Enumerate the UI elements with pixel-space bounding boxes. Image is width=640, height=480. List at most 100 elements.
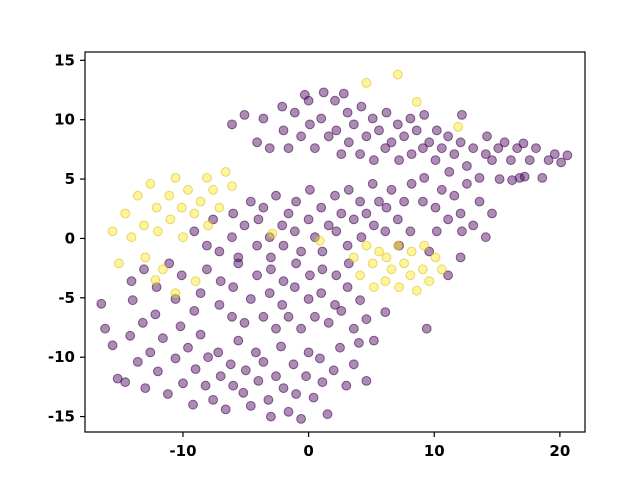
data-point-cluster-purple (335, 342, 345, 353)
data-point-cluster-purple (239, 220, 250, 231)
data-point-cluster-purple (308, 392, 319, 403)
data-point-cluster-purple (424, 137, 435, 148)
data-point-cluster-yellow (386, 264, 397, 275)
data-point-cluster-purple (342, 240, 353, 251)
data-point-cluster-purple (392, 119, 403, 130)
data-point-cluster-purple (228, 282, 239, 293)
data-point-cluster-purple (361, 131, 372, 142)
data-point-cluster-purple (361, 314, 372, 325)
data-point-cluster-purple (195, 329, 206, 340)
data-point-cluster-purple (140, 383, 151, 394)
data-point-cluster-purple (506, 155, 516, 166)
data-point-cluster-yellow (361, 78, 372, 88)
data-point-cluster-purple (289, 226, 300, 237)
data-point-cluster-purple (158, 333, 168, 344)
data-point-cluster-yellow (267, 228, 278, 239)
data-point-cluster-purple (369, 335, 379, 346)
data-point-cluster-purple (411, 125, 422, 136)
data-point-cluster-purple (305, 184, 315, 195)
data-point-cluster-purple (323, 220, 334, 231)
data-point-cluster-yellow (114, 258, 124, 269)
data-point-cluster-purple (380, 226, 391, 237)
data-point-cluster-purple (374, 196, 384, 207)
y-tick-label: 10 (54, 111, 75, 129)
data-point-cluster-purple (316, 202, 327, 213)
data-point-cluster-purple (369, 220, 379, 231)
data-point-cluster-purple (225, 359, 236, 370)
data-point-cluster-purple (317, 377, 328, 388)
data-point-cluster-purple (125, 330, 136, 341)
data-point-cluster-purple (443, 270, 454, 281)
data-point-cluster-purple (330, 190, 340, 201)
data-point-cluster-purple (455, 252, 466, 263)
data-point-cluster-purple (310, 232, 320, 243)
data-point-cluster-purple (253, 214, 264, 225)
data-point-cluster-purple (499, 137, 510, 148)
data-point-cluster-purple (296, 131, 307, 142)
data-point-cluster-yellow (170, 173, 181, 183)
data-point-cluster-purple (524, 155, 535, 166)
data-point-cluster-yellow (183, 184, 193, 195)
data-point-cluster-yellow (406, 246, 417, 257)
data-point-cluster-purple (406, 149, 417, 160)
data-point-cluster-purple (331, 270, 342, 281)
data-point-cluster-purple (195, 288, 206, 299)
data-point-cluster-purple (245, 196, 256, 207)
data-point-cluster-purple (480, 232, 491, 243)
data-point-cluster-yellow (315, 235, 325, 246)
data-point-cluster-purple (341, 380, 352, 391)
data-point-cluster-purple (443, 214, 454, 225)
x-tick-label: -10 (169, 442, 196, 460)
data-point-cluster-purple (258, 311, 269, 322)
data-point-cluster-purple (271, 323, 281, 334)
data-point-cluster-purple (239, 317, 250, 328)
data-point-cluster-yellow (145, 178, 156, 189)
data-point-cluster-purple (100, 323, 110, 334)
data-point-cluster-purple (315, 353, 325, 364)
data-point-cluster-yellow (392, 240, 403, 251)
data-point-cluster-yellow (178, 232, 188, 243)
data-point-cluster-yellow (164, 190, 175, 201)
data-point-cluster-purple (271, 190, 281, 201)
data-point-cluster-yellow (189, 208, 200, 219)
data-point-cluster-purple (518, 138, 529, 149)
data-point-cluster-purple (330, 300, 340, 310)
data-point-cluster-purple (264, 288, 275, 299)
y-tick-label: 15 (54, 51, 75, 69)
data-point-cluster-purple (299, 89, 310, 100)
data-point-cluster-purple (252, 137, 263, 148)
data-point-cluster-yellow (126, 232, 137, 243)
data-point-cluster-purple (444, 167, 455, 177)
data-point-cluster-purple (233, 335, 244, 346)
data-point-cluster-purple (468, 220, 479, 231)
data-point-cluster-purple (170, 353, 181, 364)
data-point-cluster-yellow (392, 69, 403, 80)
data-point-cluster-purple (367, 178, 378, 189)
data-point-cluster-purple (348, 323, 359, 334)
data-point-cluster-purple (430, 202, 441, 213)
data-point-cluster-purple (380, 307, 391, 318)
data-point-cluster-yellow (436, 264, 447, 275)
data-point-cluster-purple (296, 246, 307, 257)
data-point-cluster-yellow (374, 246, 384, 257)
data-point-cluster-purple (215, 276, 226, 287)
data-point-cluster-purple (316, 288, 327, 299)
plot-frame (84, 51, 586, 433)
data-point-cluster-yellow (214, 202, 225, 213)
data-point-cluster-purple (380, 143, 391, 154)
data-point-cluster-yellow (139, 220, 149, 231)
data-point-cluster-purple (455, 208, 466, 219)
data-point-cluster-purple (263, 395, 274, 405)
data-point-cluster-purple (305, 270, 315, 281)
data-point-cluster-purple (310, 143, 320, 154)
data-point-cluster-purple (228, 208, 239, 219)
data-point-cluster-purple (227, 232, 237, 243)
data-point-cluster-purple (266, 264, 276, 275)
data-point-cluster-purple (189, 226, 200, 237)
data-point-cluster-purple (245, 401, 256, 411)
data-point-cluster-purple (386, 184, 397, 195)
data-point-cluster-purple (208, 395, 219, 405)
data-point-cluster-purple (338, 88, 349, 99)
data-point-cluster-purple (355, 295, 366, 306)
data-point-cluster-purple (175, 321, 186, 332)
